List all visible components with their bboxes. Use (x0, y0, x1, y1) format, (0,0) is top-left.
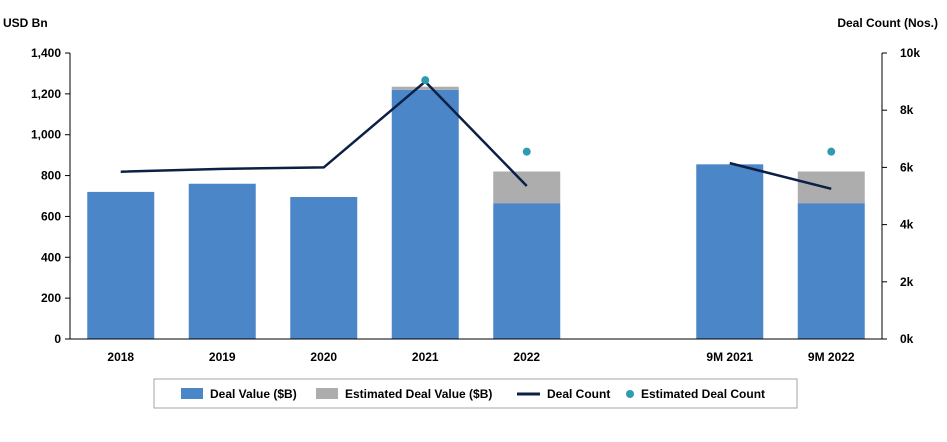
estimated-count-series (421, 76, 836, 156)
y-left-tick-label: 0 (54, 332, 61, 346)
bar-deal-value-2020 (290, 197, 358, 339)
y-right-axis-title: Deal Count (Nos.) (837, 16, 938, 30)
estimated-count-point-2021 (421, 76, 430, 85)
bar-estimated-deal-value-9m-2022 (797, 171, 865, 204)
bar-deal-value-2018 (87, 191, 155, 339)
bar-deal-value-2021 (391, 89, 459, 340)
y-right-tick-label: 2k (900, 275, 914, 289)
x-tick-label-2019: 2019 (209, 350, 236, 364)
legend-label-estimated-deal-value: Estimated Deal Value ($B) (345, 387, 492, 401)
bar-deal-value-2022 (493, 203, 561, 339)
x-tick-label-9m-2022: 9M 2022 (808, 350, 855, 364)
y-left-tick-label: 200 (41, 291, 61, 305)
x-tick-label-2021: 2021 (412, 350, 439, 364)
y-right-tick-label: 8k (900, 103, 914, 117)
y-right-tick-label: 10k (900, 46, 920, 60)
legend-label-deal-count: Deal Count (547, 387, 610, 401)
bar-deal-value-2019 (188, 183, 256, 339)
legend: Deal Value ($B) Estimated Deal Value ($B… (153, 378, 798, 409)
x-tick-label-2022: 2022 (513, 350, 540, 364)
estimated-count-point-9m-2022 (827, 147, 836, 156)
x-tick-label-9m-2021: 9M 2021 (706, 350, 753, 364)
line-series (120, 79, 832, 191)
bar-deal-value-9m-2021 (696, 164, 764, 339)
bar-estimated-deal-value-2022 (493, 171, 561, 204)
legend-swatch-estimated-deal-count (626, 390, 634, 398)
x-tick-label-2018: 2018 (107, 350, 134, 364)
legend-label-estimated-deal-count: Estimated Deal Count (641, 387, 765, 401)
y-left-tick-label: 600 (41, 209, 61, 223)
y-right-axis: 0k 2k 4k 6k 8k 10k (882, 46, 920, 346)
legend-swatch-deal-value (181, 388, 203, 399)
y-left-tick-label: 1,200 (31, 87, 61, 101)
y-left-tick-label: 800 (41, 169, 61, 183)
bar-deal-value-9m-2022 (797, 203, 865, 339)
bar-series (87, 86, 865, 340)
deal-count-line-segment-2 (729, 161, 832, 191)
y-right-tick-label: 6k (900, 160, 914, 174)
y-left-tick-label: 1,400 (31, 46, 61, 60)
estimated-count-point-2022 (522, 147, 531, 156)
legend-swatch-estimated-deal-value (316, 388, 338, 399)
bar-estimated-deal-value-2021 (391, 86, 459, 90)
y-left-axis-title: USD Bn (3, 16, 48, 30)
y-left-axis: 0 200 400 600 800 1,000 1,200 1,400 (31, 46, 70, 346)
deal-count-line-segment-1 (120, 79, 528, 187)
x-axis: 2018 2019 2020 2021 2022 9M 2021 9M 2022 (107, 350, 855, 364)
y-left-tick-label: 400 (41, 250, 61, 264)
legend-label-deal-value: Deal Value ($B) (210, 387, 297, 401)
x-tick-label-2020: 2020 (310, 350, 337, 364)
y-right-tick-label: 4k (900, 218, 914, 232)
legend-box (153, 378, 798, 409)
y-left-tick-label: 1,000 (31, 128, 61, 142)
y-right-tick-label: 0k (900, 332, 914, 346)
